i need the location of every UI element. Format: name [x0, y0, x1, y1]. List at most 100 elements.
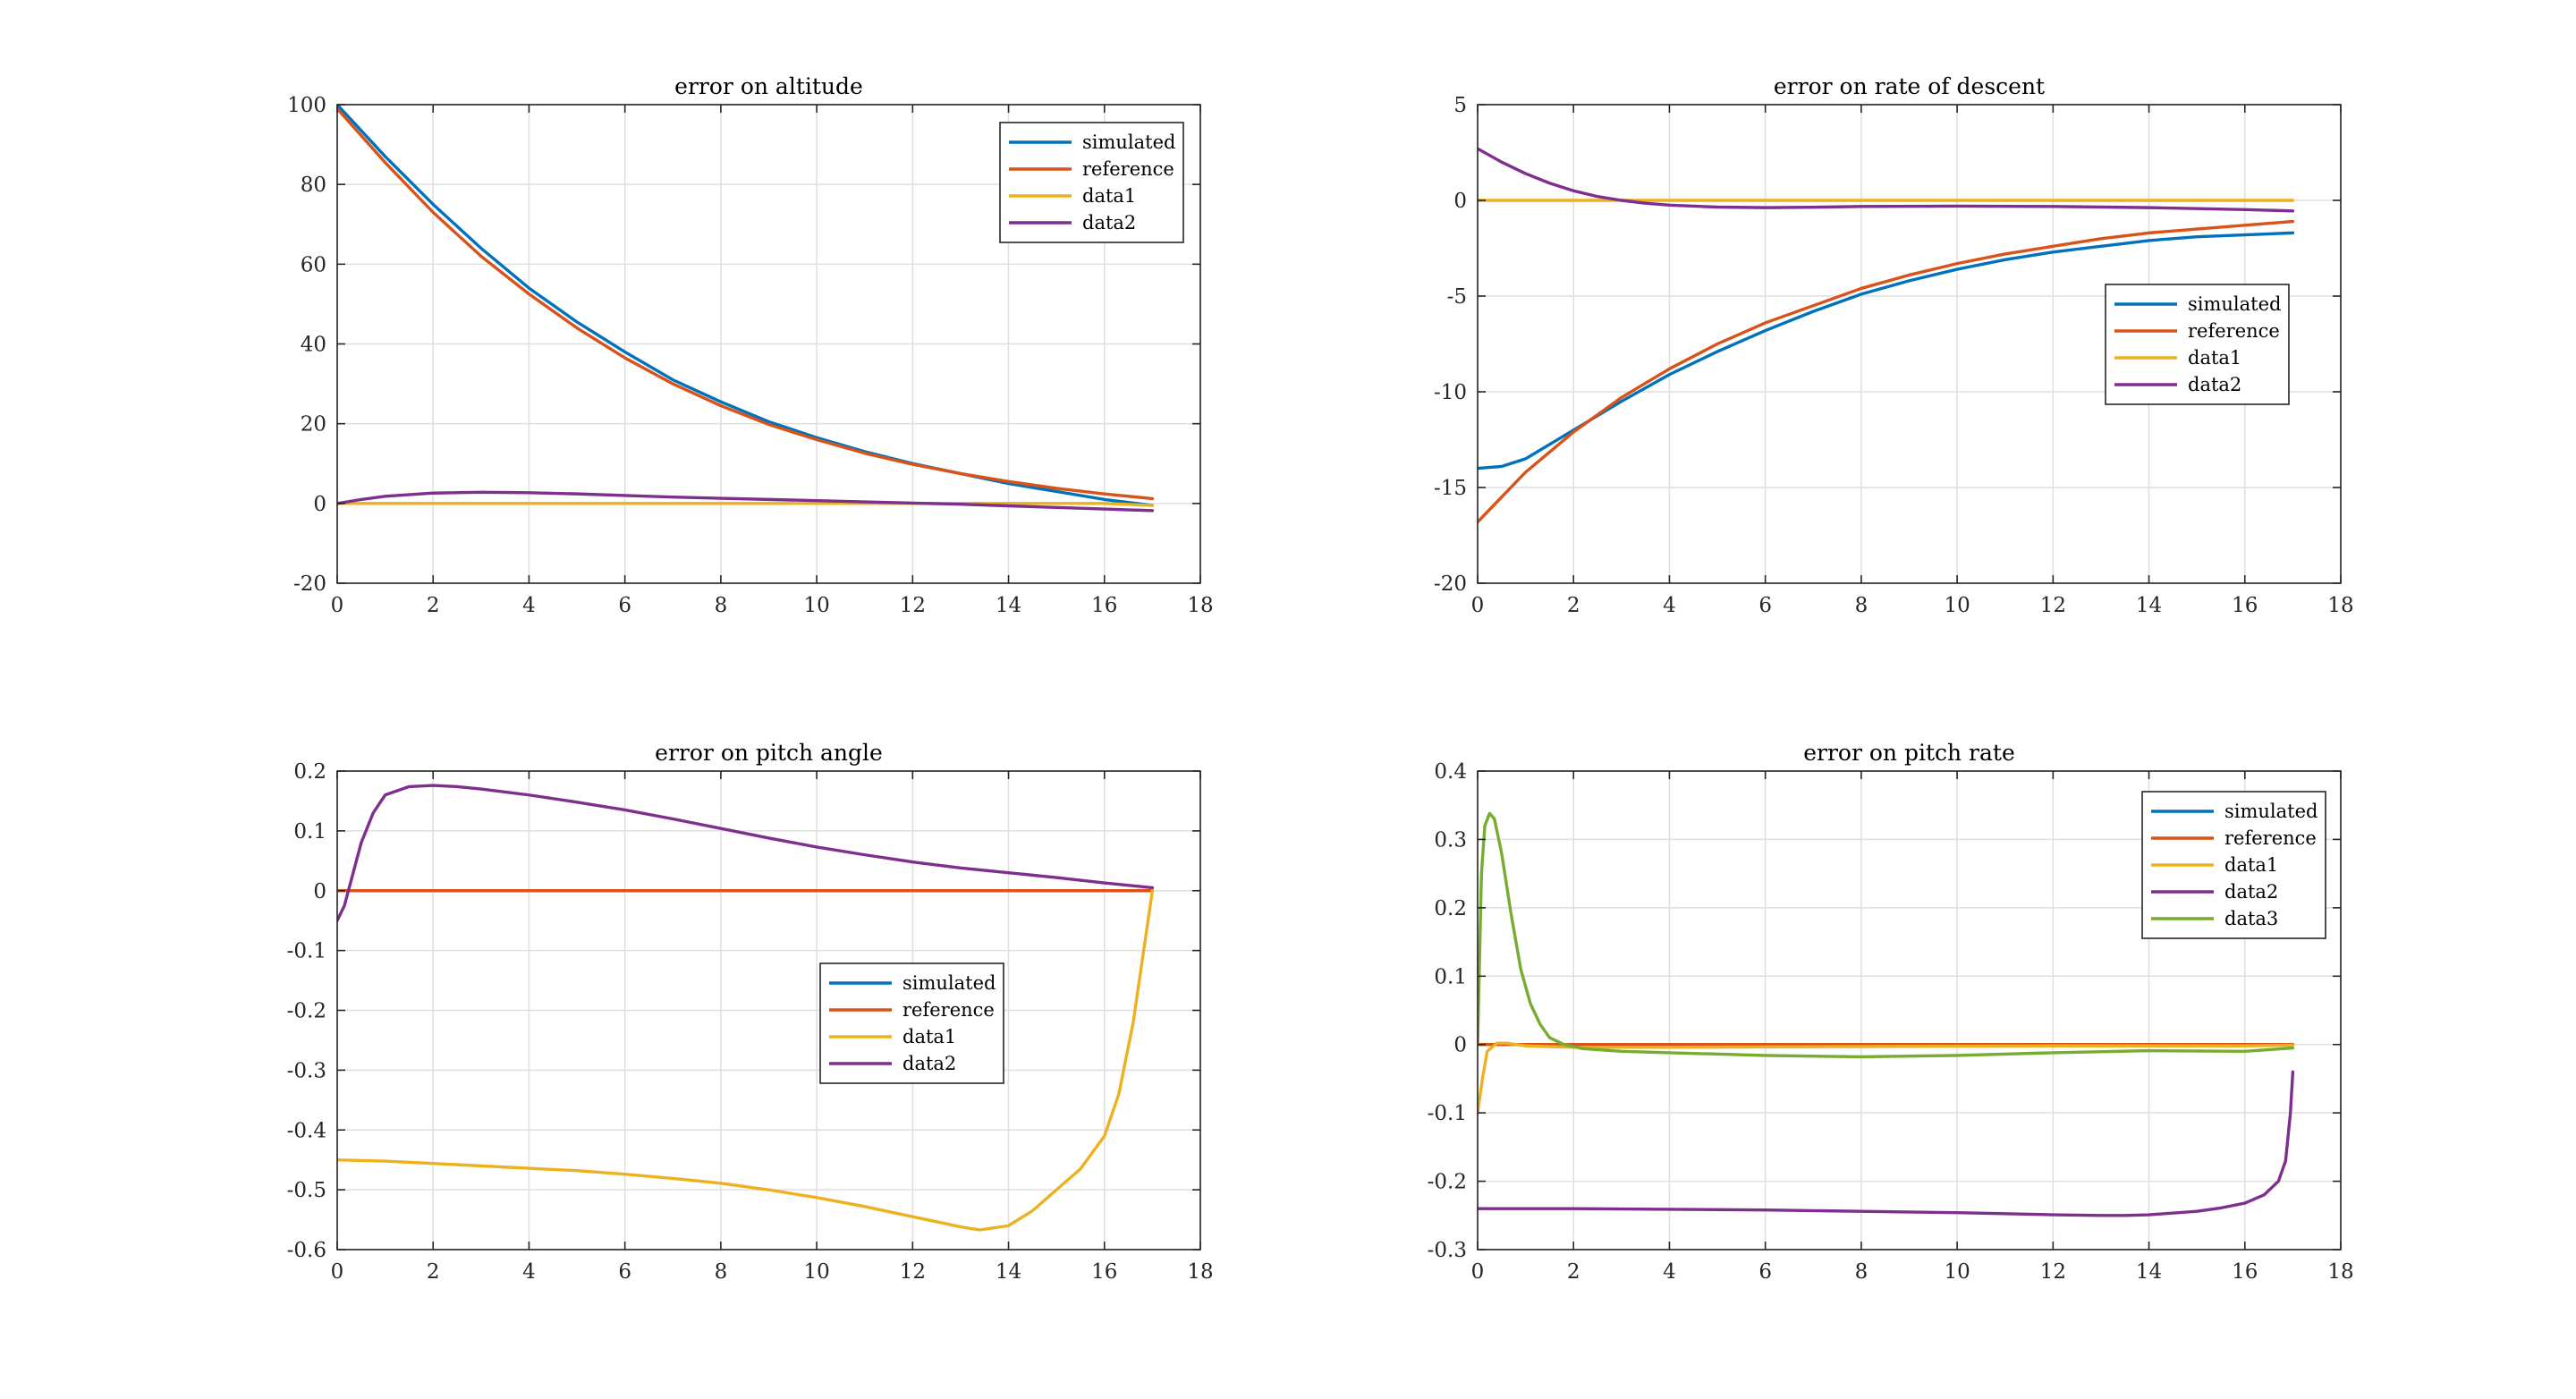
- x-tick-label: 10: [1944, 1260, 1970, 1284]
- series-line-data1: [337, 889, 1155, 1232]
- y-tick-label: 0.1: [1434, 965, 1467, 988]
- x-tick-label: 2: [427, 594, 440, 617]
- x-tick-label: 8: [1855, 594, 1868, 617]
- y-tick-label: -0.2: [1428, 1171, 1467, 1194]
- chart-title: error on rate of descent: [1774, 73, 2045, 99]
- x-tick-label: 2: [1567, 594, 1580, 617]
- legend-label-simulated: simulated: [2188, 293, 2281, 315]
- x-tick-label: 10: [803, 594, 829, 617]
- y-tick-label: 0: [313, 493, 326, 516]
- chart-pitch_rate: 0 2 4 6 8 10 12 14 16 18 -0.3 -0.2 -0.1 0 0.1 0.2 0.3 0.4…: [1428, 740, 2354, 1284]
- y-tick-label: 0.2: [1434, 897, 1467, 920]
- y-tick-label: -0.3: [287, 1059, 326, 1082]
- legend-label-simulated: simulated: [902, 972, 996, 994]
- series-line-reference: [1478, 219, 2295, 524]
- chart-title: error on pitch rate: [1803, 740, 2015, 766]
- x-tick-label: 8: [715, 1260, 728, 1284]
- y-tick-label: -0.2: [287, 1000, 326, 1023]
- chart-title: error on altitude: [674, 73, 863, 99]
- series-line-data1: [1478, 1041, 2295, 1115]
- x-tick-label: 12: [900, 594, 926, 617]
- series-line-reference: [337, 106, 1155, 501]
- legend: simulated reference data1 data2: [819, 962, 1004, 1084]
- x-tick-label: 14: [996, 1260, 1021, 1284]
- legend-label-data2: data2: [2188, 374, 2241, 395]
- y-tick-label: -10: [1434, 381, 1467, 404]
- legend-label-data2: data2: [902, 1053, 956, 1074]
- y-tick-label: -20: [293, 572, 326, 596]
- y-tick-label: -0.4: [287, 1119, 326, 1142]
- legend-label-reference: reference: [2224, 827, 2317, 849]
- series-line-simulated: [337, 105, 1155, 507]
- series-line-data2: [337, 784, 1155, 922]
- x-tick-label: 14: [996, 594, 1021, 617]
- series-line-data2: [337, 490, 1155, 513]
- x-tick-label: 0: [331, 594, 344, 617]
- y-tick-label: -0.6: [287, 1239, 326, 1262]
- y-tick-label: -15: [1434, 477, 1467, 500]
- y-tick-label: 0: [1453, 1034, 1467, 1057]
- series-group: [337, 105, 1155, 513]
- legend-label-simulated: simulated: [1082, 131, 1175, 153]
- y-tick-label: 0.4: [1434, 760, 1467, 784]
- x-tick-label: 16: [2232, 1260, 2258, 1284]
- y-tick-label: -0.5: [287, 1179, 326, 1202]
- chart-title: error on pitch angle: [655, 740, 883, 766]
- legend-label-data2: data2: [2224, 881, 2278, 903]
- y-tick-label: 60: [301, 253, 326, 276]
- legend-label-data1: data1: [2224, 854, 2278, 876]
- x-tick-label: 18: [1187, 594, 1213, 617]
- series-line-data2: [1478, 147, 2295, 213]
- x-tick-label: 12: [2040, 1260, 2066, 1284]
- axes-box: [1477, 104, 2342, 584]
- series-group: [1478, 811, 2295, 1217]
- x-tick-label: 18: [2327, 1260, 2353, 1284]
- series-line-data3: [1478, 811, 2295, 1059]
- y-tick-label: 0: [313, 880, 326, 903]
- x-tick-label: 4: [1663, 1260, 1676, 1284]
- axes-box: [1477, 770, 2342, 1251]
- x-tick-label: 12: [2040, 594, 2066, 617]
- y-tick-label: 0.3: [1434, 828, 1467, 852]
- legend-label-data2: data2: [1082, 212, 1136, 233]
- legend: simulated reference data1 data2: [999, 122, 1184, 243]
- y-tick-label: 0: [1453, 190, 1467, 213]
- x-tick-label: 2: [1567, 1260, 1580, 1284]
- legend-label-simulated: simulated: [2224, 801, 2318, 822]
- series-line-simulated: [1478, 231, 2295, 471]
- legend-label-data1: data1: [2188, 347, 2241, 369]
- x-tick-label: 4: [522, 1260, 536, 1284]
- x-tick-label: 4: [522, 594, 536, 617]
- x-tick-label: 18: [2327, 594, 2353, 617]
- y-tick-label: 100: [287, 94, 326, 117]
- x-tick-label: 16: [1091, 594, 1117, 617]
- series-line-data1: [337, 502, 1155, 507]
- x-tick-label: 14: [2136, 594, 2162, 617]
- series-group: [337, 784, 1155, 1232]
- x-tick-label: 4: [1663, 594, 1676, 617]
- y-tick-label: 5: [1453, 94, 1467, 117]
- y-tick-label: 40: [301, 334, 326, 357]
- x-tick-label: 6: [618, 1260, 631, 1284]
- x-tick-label: 0: [1471, 1260, 1485, 1284]
- legend-label-reference: reference: [1082, 158, 1174, 180]
- x-tick-label: 10: [1944, 594, 1970, 617]
- legend-label-data1: data1: [902, 1026, 956, 1047]
- x-tick-label: 12: [900, 1260, 926, 1284]
- x-tick-label: 6: [1758, 594, 1772, 617]
- x-tick-label: 8: [715, 594, 728, 617]
- y-tick-label: 20: [301, 413, 326, 437]
- y-tick-label: -20: [1434, 572, 1467, 596]
- y-tick-label: 0.2: [293, 760, 326, 784]
- x-tick-label: 8: [1855, 1260, 1868, 1284]
- y-tick-label: 80: [301, 174, 326, 197]
- y-tick-label: -5: [1447, 285, 1467, 309]
- series-line-data2: [1478, 1070, 2295, 1217]
- x-tick-label: 6: [618, 594, 631, 617]
- x-tick-label: 16: [1091, 1260, 1117, 1284]
- y-tick-label: 0.1: [293, 820, 326, 844]
- y-tick-label: -0.3: [1428, 1239, 1467, 1262]
- legend-label-data3: data3: [2224, 908, 2278, 929]
- series-group: [1478, 147, 2295, 524]
